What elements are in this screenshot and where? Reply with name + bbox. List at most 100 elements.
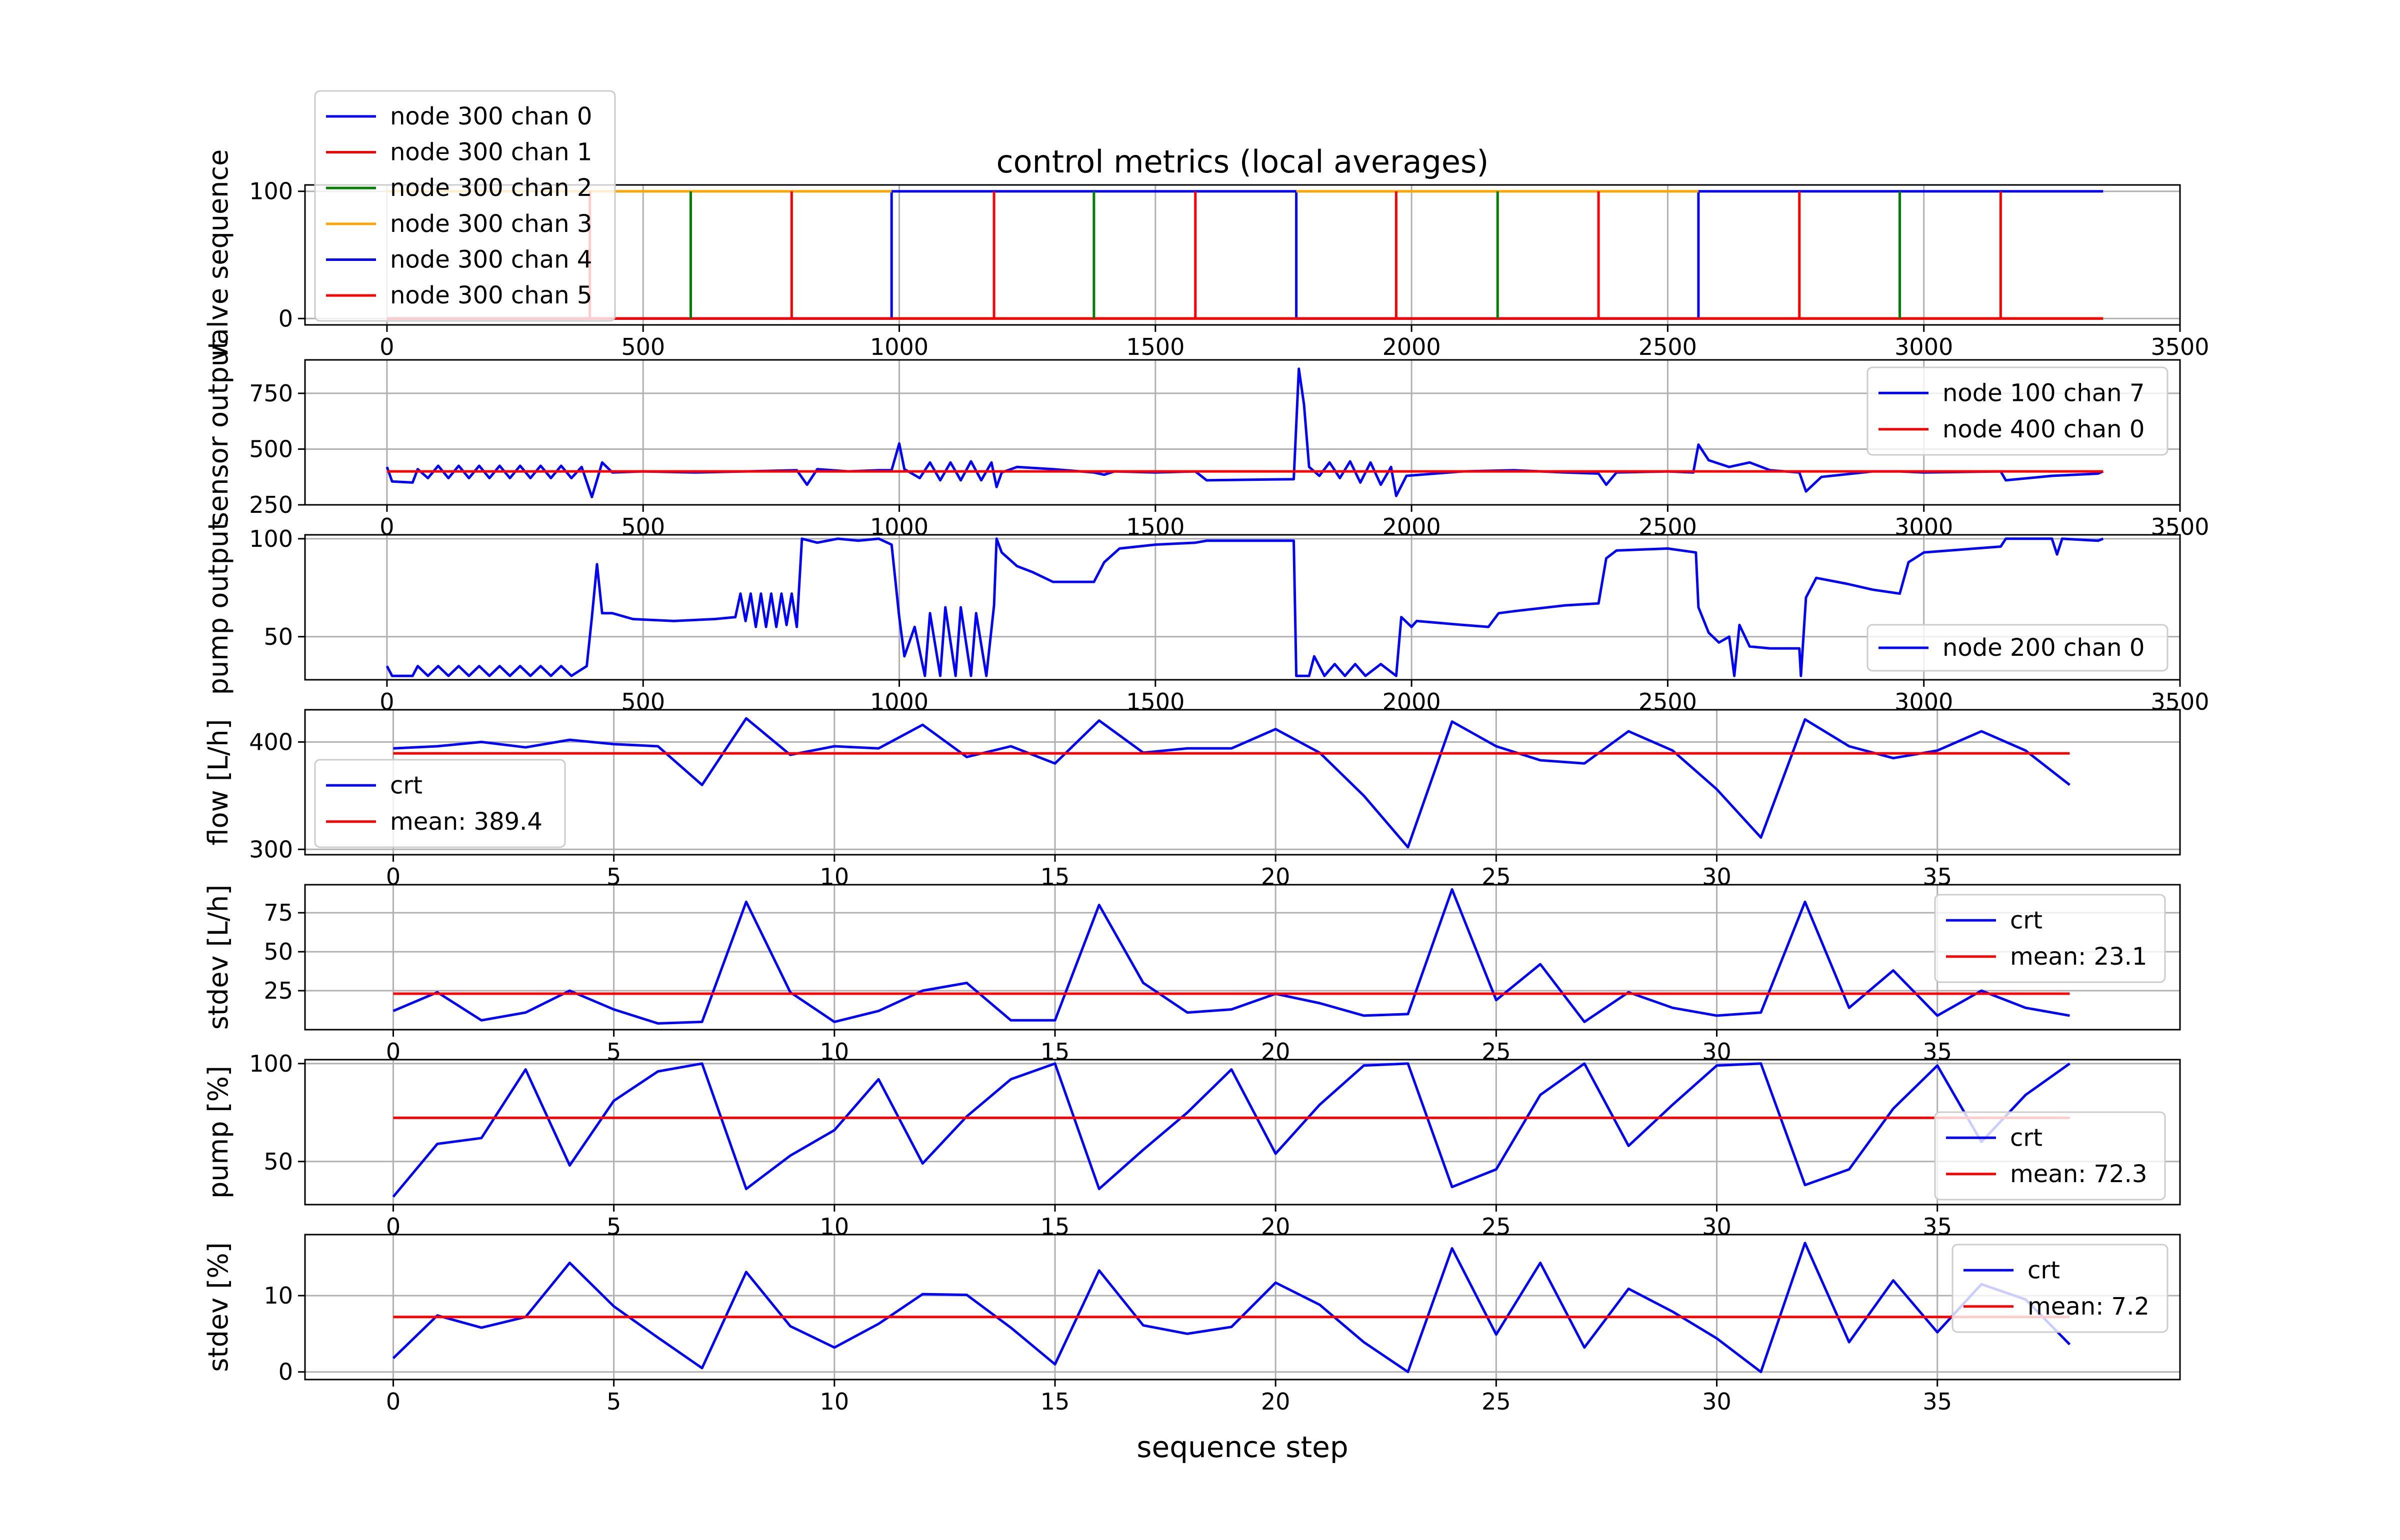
x-tick-label: 35 [1922,1388,1952,1415]
legend-entry: node 300 chan 5 [390,281,592,309]
legend-box [1952,1244,2168,1333]
legend-entry: mean: 389.4 [390,808,542,836]
series-line [392,888,2070,1025]
legend: crt mean: 7.2 [1952,1244,2168,1333]
x-tick-label: 1500 [1126,333,1184,360]
x-tick-label: 1000 [870,688,928,715]
series-line [393,717,2070,849]
series-group [392,1062,2070,1198]
y-tick-label: 50 [264,1148,293,1175]
axes-frame [304,709,2181,856]
y-tick-label: 250 [249,491,293,518]
x-tick-label: 500 [621,688,665,715]
y-axis-label: valve sequence [202,149,234,361]
series-line [386,190,2104,320]
series-group [386,367,2104,498]
y-tick-label: 75 [264,899,293,926]
y-tick-label: 50 [264,623,293,650]
y-axis-label: sensor output [202,339,234,526]
x-tick-label: 0 [380,333,394,360]
axes-frame [304,359,2181,506]
legend: crt mean: 23.1 [1934,894,2166,983]
x-tick-label: 2500 [1638,333,1697,360]
x-tick-label: 3000 [1894,688,1953,715]
y-tick-label: 300 [249,836,293,863]
x-tick-label: 0 [386,1388,400,1415]
series-line [386,537,2104,677]
legend-box [1934,1111,2166,1201]
series-line [392,1062,2070,1198]
axes-frame [304,534,2181,681]
panel-sensor: 0 500 1000 1500 2000 2500 3000 3500250500750sen… [202,339,2210,540]
legend-entry: node 400 chan 0 [1942,415,2144,443]
y-tick-label: 10 [264,1282,293,1309]
series-line [386,367,2104,498]
x-tick-label: 2000 [1382,688,1441,715]
legend-entry: mean: 23.1 [2010,943,2147,971]
legend-box [314,90,616,322]
legend: node 100 chan 7 node 400 chan 0 [1866,366,2168,456]
y-tick-label: 400 [249,728,293,755]
y-axis-label: pump [%] [202,1066,234,1199]
x-tick-label: 20 [1261,1388,1290,1415]
legend-entry: node 300 chan 2 [390,174,592,202]
panel-valve: 0 500 1000 1500 2000 2500 3000 3500 0 100 valve se… [202,90,2210,361]
axes-frame [304,1059,2181,1206]
axes-frame [304,884,2181,1031]
figure-title: control metrics (local averages) [996,143,1489,180]
y-tick-label: 25 [264,977,293,1004]
legend-entry: crt [2028,1256,2060,1284]
x-tick-label: 500 [621,333,665,360]
series-group [393,717,2070,849]
x-tick-label: 15 [1040,1388,1070,1415]
x-tick-label: 3500 [2150,333,2209,360]
y-tick-label: 0 [278,305,293,332]
legend-entry: node 200 chan 0 [1942,634,2144,662]
legend-box [1866,366,2168,456]
y-tick-label: 0 [278,1359,293,1386]
x-axis-label: sequence step [1136,1430,1348,1464]
x-tick-label: 1500 [1126,688,1184,715]
series-group [392,888,2070,1025]
x-tick-label: 3000 [1894,333,1953,360]
y-tick-label: 100 [249,178,293,205]
y-axis-label: pump output [202,520,234,695]
y-tick-label: 50 [264,938,293,965]
legend-entry: node 300 chan 3 [390,210,592,238]
legend: node 300 chan 0 node 300 chan 1 node 300 c… [314,90,616,322]
legend-entry: crt [390,771,422,799]
legend-entry: node 300 chan 1 [390,138,592,166]
legend-entry: node 300 chan 4 [390,246,592,274]
legend-entry: mean: 72.3 [2010,1160,2147,1188]
legend-box [1934,894,2166,983]
y-tick-label: 100 [249,1050,293,1077]
x-tick-label: 25 [1482,1388,1511,1415]
axes-frame [304,184,2181,326]
y-axis-label: flow [L/h] [202,719,234,845]
y-axis-label: stdev [%] [202,1242,234,1372]
legend: node 200 chan 0 [1866,624,2168,672]
x-tick-label: 10 [820,1388,850,1415]
legend-entry: crt [2010,1124,2042,1152]
y-tick-label: 100 [249,525,293,552]
legend-entry: node 100 chan 7 [1942,379,2144,407]
legend-entry: crt [2010,906,2042,934]
axes-frame [304,1234,2181,1381]
legend-box [314,759,566,848]
legend-entry: node 300 chan 0 [390,102,592,130]
legend: crt mean: 389.4 [314,759,566,848]
legend-box [1866,624,2168,672]
panel-pump-stdev: 0 5 10 15 20 25 30 35 0 10 stdev [%] crt mean: 7.2 [202,1234,2181,1415]
y-tick-label: 500 [249,435,293,462]
x-tick-label: 5 [606,1388,621,1415]
legend: crt mean: 72.3 [1934,1111,2166,1201]
x-tick-label: 1000 [870,333,928,360]
x-tick-label: 2000 [1382,333,1441,360]
x-tick-label: 30 [1702,1388,1732,1415]
